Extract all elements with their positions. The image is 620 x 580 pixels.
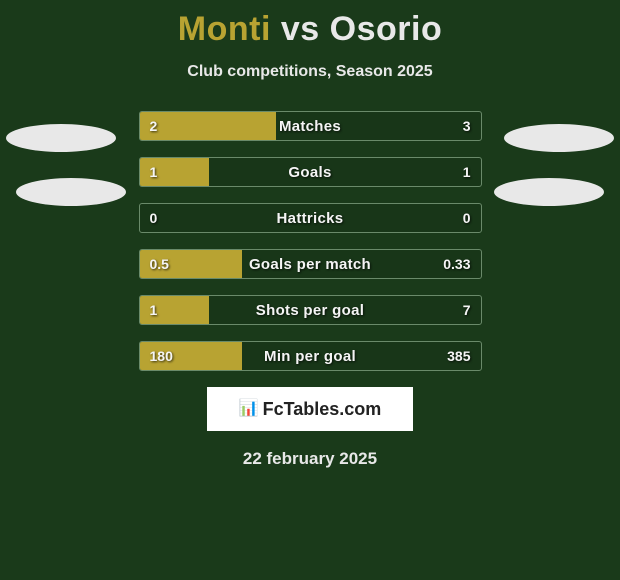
stat-label: Min per goal — [140, 342, 481, 370]
stat-label: Shots per goal — [140, 296, 481, 324]
watermark: 📊 FcTables.com — [207, 387, 413, 431]
comparison-title: Monti vs Osorio — [0, 0, 620, 49]
player2-name: Osorio — [330, 10, 443, 48]
player1-avatar-placeholder-1 — [6, 124, 116, 152]
chart-icon: 📊 — [239, 398, 259, 418]
player2-avatar-placeholder-1 — [504, 124, 614, 152]
stat-row: 17Shots per goal — [139, 295, 482, 325]
stat-label: Goals — [140, 158, 481, 186]
stat-label: Hattricks — [140, 204, 481, 232]
vs-text: vs — [281, 10, 320, 48]
stat-row: 00Hattricks — [139, 203, 482, 233]
watermark-text: FcTables.com — [263, 399, 382, 420]
player1-name: Monti — [178, 10, 271, 48]
comparison-date: 22 february 2025 — [0, 449, 620, 469]
subtitle: Club competitions, Season 2025 — [0, 63, 620, 81]
player1-avatar-placeholder-2 — [16, 178, 126, 206]
stat-label: Matches — [140, 112, 481, 140]
stat-row: 23Matches — [139, 111, 482, 141]
stat-row: 180385Min per goal — [139, 341, 482, 371]
stat-row: 0.50.33Goals per match — [139, 249, 482, 279]
stat-label: Goals per match — [140, 250, 481, 278]
player2-avatar-placeholder-2 — [494, 178, 604, 206]
stat-row: 11Goals — [139, 157, 482, 187]
stats-bars: 23Matches 11Goals 00Hattricks 0.50.33Goals … — [139, 111, 482, 371]
